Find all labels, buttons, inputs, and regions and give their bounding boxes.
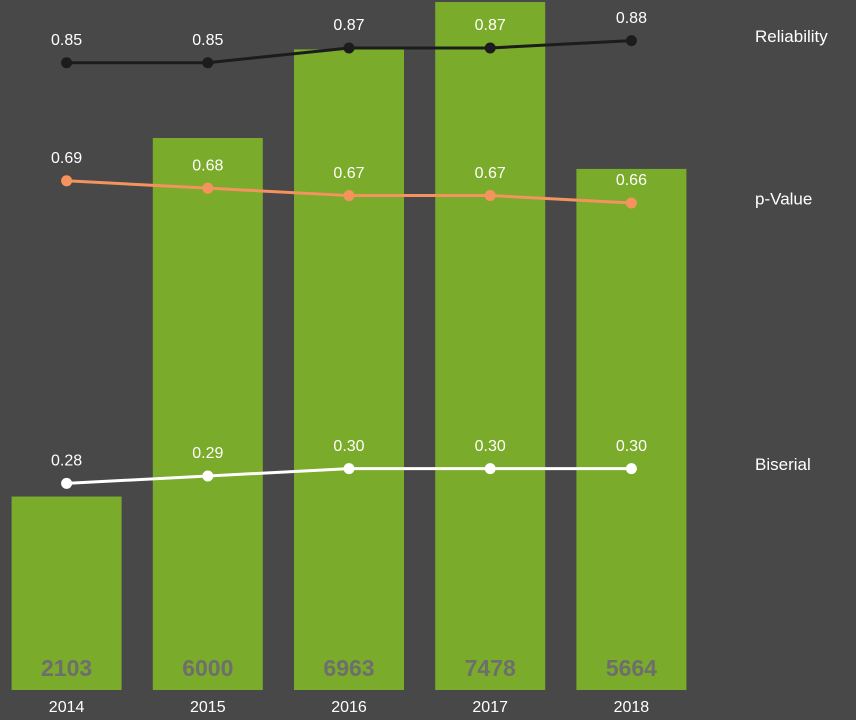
bar (11, 496, 122, 690)
point-value-label: 0.66 (616, 172, 647, 189)
x-tick-label: 2017 (472, 699, 508, 716)
bar-value-label: 5664 (606, 655, 657, 681)
bar-value-label: 6963 (323, 655, 374, 681)
legend-label: Reliability (755, 27, 828, 46)
point-value-label: 0.30 (616, 438, 647, 455)
point (484, 42, 496, 54)
bar (576, 168, 687, 691)
point-value-label: 0.30 (475, 438, 506, 455)
x-tick-label: 2014 (49, 699, 85, 716)
point-value-label: 0.87 (475, 17, 506, 34)
legend-label: Biserial (755, 455, 811, 474)
legend-label: p-Value (755, 189, 812, 208)
x-tick-label: 2018 (614, 699, 650, 716)
point (202, 470, 214, 482)
point (625, 35, 637, 47)
point-value-label: 0.85 (192, 32, 223, 49)
point-value-label: 0.88 (616, 10, 647, 27)
bar-value-label: 2103 (41, 655, 92, 681)
point-value-label: 0.87 (333, 17, 364, 34)
point-value-label: 0.29 (192, 445, 223, 462)
bar-value-label: 7478 (465, 655, 516, 681)
point (202, 57, 214, 69)
point (343, 463, 355, 475)
bar (152, 138, 263, 690)
point (202, 182, 214, 194)
point-value-label: 0.28 (51, 453, 82, 470)
point-value-label: 0.69 (51, 150, 82, 167)
point-value-label: 0.67 (475, 165, 506, 182)
point (343, 190, 355, 202)
bar-value-label: 6000 (182, 655, 233, 681)
point-value-label: 0.68 (192, 157, 223, 174)
point (484, 190, 496, 202)
point (61, 477, 73, 489)
bar (294, 49, 404, 691)
point (625, 463, 637, 475)
point (61, 175, 73, 187)
point (484, 463, 496, 475)
point (343, 42, 355, 54)
point-value-label: 0.85 (51, 32, 82, 49)
point (625, 197, 637, 209)
point-value-label: 0.67 (333, 165, 364, 182)
bar (435, 2, 546, 691)
point-value-label: 0.30 (333, 438, 364, 455)
point (61, 57, 73, 69)
x-tick-label: 2016 (331, 699, 367, 716)
x-tick-label: 2015 (190, 699, 226, 716)
